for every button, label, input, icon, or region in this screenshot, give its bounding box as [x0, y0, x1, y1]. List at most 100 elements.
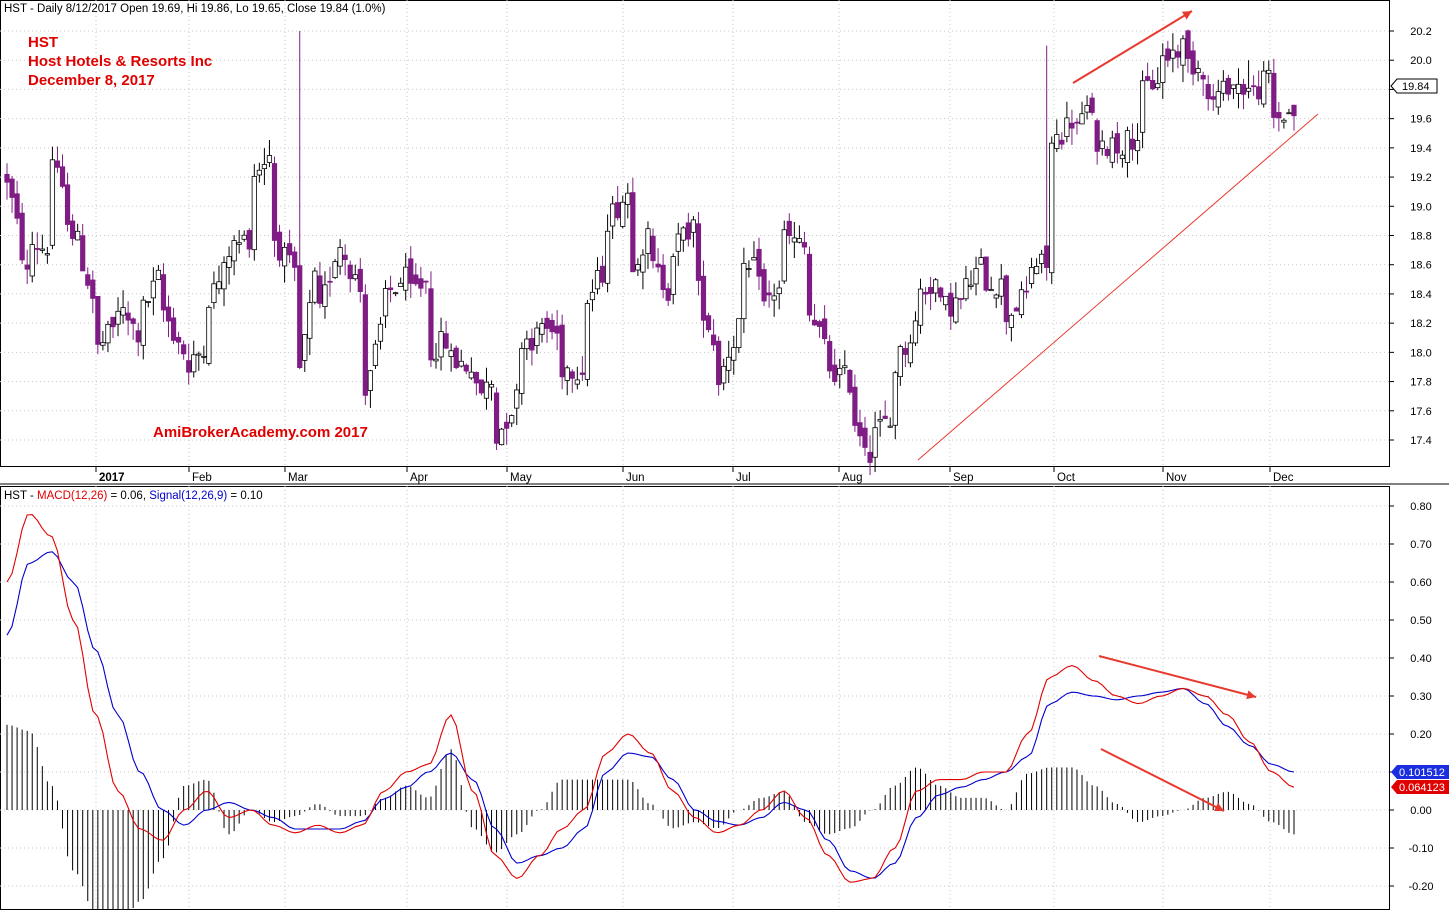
candle-body: [847, 369, 853, 393]
candle: [312, 267, 318, 305]
candle: [811, 303, 818, 326]
candle-body: [1170, 49, 1176, 59]
candle: [1281, 118, 1287, 129]
candle: [226, 246, 232, 285]
candle-body: [594, 270, 601, 290]
candle: [685, 212, 691, 247]
candle: [524, 330, 530, 361]
candle-body: [155, 269, 162, 280]
candle-body: [413, 274, 419, 285]
candle-body: [347, 264, 353, 280]
candle-body: [998, 278, 1004, 297]
candle: [721, 358, 727, 391]
arrow-shaft: [1100, 748, 1225, 812]
candle-body: [1150, 79, 1156, 90]
candle: [589, 279, 596, 312]
price-tick-label: 19.4: [1410, 143, 1431, 155]
candle-body: [605, 230, 611, 284]
macd-header-value: = 0.06,: [107, 490, 149, 502]
candle: [938, 286, 944, 302]
candle: [1145, 62, 1151, 82]
candle: [1064, 101, 1070, 143]
candle-body: [766, 292, 772, 296]
candle-body: [726, 356, 732, 371]
candle-body: [771, 295, 777, 301]
candle-body: [1286, 112, 1292, 115]
month-label: Feb: [192, 472, 212, 484]
macd-line: [6, 514, 1295, 883]
candle: [85, 267, 91, 290]
candle: [75, 223, 81, 241]
candle-body: [1059, 139, 1065, 145]
candle: [1139, 70, 1146, 149]
candle-body: [756, 248, 762, 277]
candle: [276, 224, 283, 267]
price-tick-label: 18.0: [1410, 347, 1431, 359]
candle: [241, 230, 247, 242]
candle-body: [1271, 72, 1277, 118]
candle: [206, 305, 212, 366]
candle: [408, 246, 414, 298]
candle-body: [625, 192, 631, 205]
candle: [231, 235, 237, 276]
candle-body: [276, 231, 283, 261]
candle-body: [1023, 290, 1030, 293]
candle: [922, 287, 929, 305]
arrow-head: [1181, 11, 1192, 20]
candle: [1190, 41, 1196, 86]
candle-body: [1276, 112, 1282, 119]
candle-body: [14, 193, 20, 219]
candle-body: [579, 372, 585, 375]
candle-body: [968, 284, 974, 287]
candle-body: [337, 247, 343, 267]
candle: [615, 186, 621, 221]
candle-body: [75, 230, 81, 241]
candle: [423, 280, 429, 294]
candle: [1180, 35, 1186, 83]
candle: [1074, 118, 1080, 135]
month-label: May: [510, 472, 532, 484]
macd-last-label: 0.064123: [1399, 782, 1445, 794]
candle-body: [786, 220, 792, 237]
candle: [827, 335, 833, 379]
macd-tick-label: 0.70: [1410, 539, 1431, 551]
candle-body: [1099, 140, 1105, 149]
candle-body: [393, 292, 399, 295]
candle-body: [9, 178, 15, 198]
signal-line: [6, 551, 1295, 879]
candle-body: [958, 298, 964, 300]
candle: [912, 311, 919, 347]
candle-body: [519, 348, 525, 394]
candle: [317, 261, 323, 309]
candle-body: [837, 367, 843, 376]
candle-body: [125, 312, 131, 321]
candle: [216, 265, 222, 295]
candle: [968, 270, 974, 290]
candle-body: [357, 268, 363, 292]
candle: [943, 295, 949, 311]
candle: [640, 249, 646, 290]
candle-body: [24, 264, 30, 270]
candle-body: [1069, 122, 1075, 129]
candle-body: [610, 203, 616, 227]
candle-body: [297, 265, 303, 369]
candle: [266, 139, 273, 168]
candle-body: [554, 325, 560, 334]
candle-body: [716, 340, 722, 386]
candle: [594, 257, 601, 295]
candle-body: [372, 343, 379, 366]
candle: [110, 316, 116, 339]
candle: [1235, 68, 1242, 109]
candle: [529, 328, 535, 366]
candle: [468, 357, 474, 380]
month-label: Jul: [736, 472, 751, 484]
candle-body: [403, 266, 409, 291]
candle: [953, 282, 959, 324]
candle: [746, 260, 752, 278]
candle: [413, 263, 419, 287]
candle: [70, 214, 76, 246]
candle-body: [705, 315, 712, 331]
candle: [867, 435, 873, 475]
candle: [458, 349, 464, 368]
